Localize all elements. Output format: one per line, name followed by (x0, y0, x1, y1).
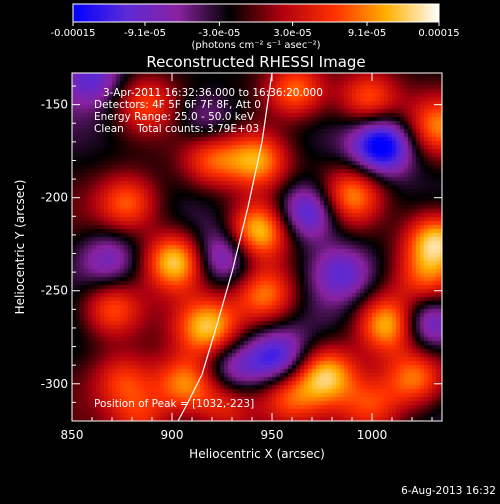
plot-area (71, 72, 443, 422)
colorbar-tick-label: 0.00015 (418, 28, 459, 39)
annotation-clean-counts: Clean Total counts: 3.79E+03 (94, 123, 259, 135)
heatmap-image (72, 73, 442, 421)
info-annotations: 3-Apr-2011 16:32:36.000 to 16:36:20.000 … (94, 87, 323, 410)
colorbar-tick-label: -0.00015 (51, 28, 96, 39)
x-tick-label: 1000 (357, 428, 388, 442)
y-axis-label: Heliocentric Y (arcsec) (13, 180, 27, 315)
annotation-time-range: 3-Apr-2011 16:32:36.000 to 16:36:20.000 (103, 87, 323, 99)
colorbar-ticks: -0.00015 -9.1e-05 -3.0e-05 3.0e-05 9.1e-05 0.… (51, 22, 460, 39)
y-axis-ticks: -150 -200 -250 -300 (41, 85, 442, 403)
colorbar-units: (photons cm⁻² s⁻¹ asec⁻²) (191, 40, 320, 51)
x-tick-label: 850 (61, 428, 84, 442)
x-tick-label: 950 (261, 428, 284, 442)
footer-timestamp: 6-Aug-2013 16:32 (401, 485, 496, 497)
chart-title: Reconstructed RHESSI Image (146, 53, 365, 71)
y-tick-label: -150 (41, 98, 68, 112)
x-axis-label: Heliocentric X (arcsec) (189, 447, 325, 461)
x-axis-ticks: 850 900 950 1000 (61, 73, 433, 442)
y-tick-label: -250 (41, 284, 68, 298)
y-tick-label: -300 (41, 377, 68, 391)
colorbar: -0.00015 -9.1e-05 -3.0e-05 3.0e-05 9.1e-05 0.… (51, 3, 460, 51)
colorbar-tick-label: -3.0e-05 (198, 28, 240, 39)
colorbar-tick-label: -9.1e-05 (124, 28, 166, 39)
plot-frame (71, 72, 443, 422)
annotation-energy-range: Energy Range: 25.0 - 50.0 keV (94, 111, 255, 123)
annotation-detectors: Detectors: 4F 5F 6F 7F 8F, Att 0 (94, 99, 261, 111)
colorbar-tick-label: 3.0e-05 (273, 28, 311, 39)
colorbar-gradient (72, 3, 440, 23)
colorbar-tick-label: 9.1e-05 (348, 28, 386, 39)
peak-position-label: Position of Peak = [1032,-223] (94, 398, 254, 410)
y-tick-label: -200 (41, 191, 68, 205)
x-tick-label: 900 (161, 428, 184, 442)
solar-limb-line (177, 73, 273, 421)
